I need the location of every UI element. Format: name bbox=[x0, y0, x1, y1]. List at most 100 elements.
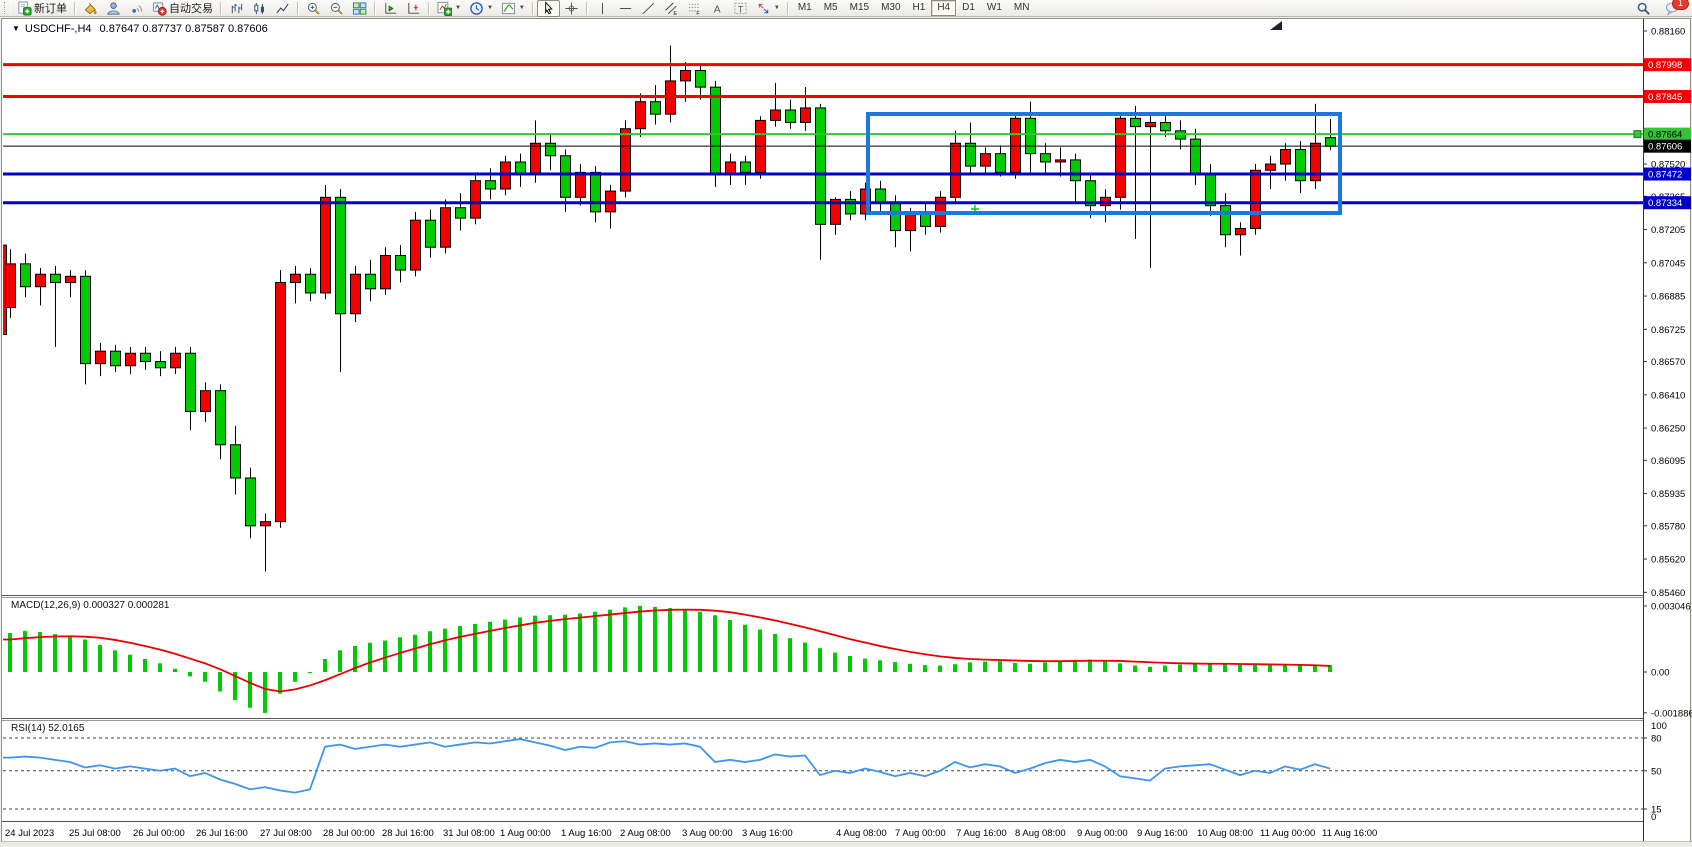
rectangle-object[interactable] bbox=[866, 112, 1342, 215]
cursor-tool-button[interactable] bbox=[536, 0, 560, 17]
line-chart-button[interactable] bbox=[271, 0, 294, 17]
vline-tool-button[interactable] bbox=[591, 0, 614, 17]
timeframe-W1[interactable]: W1 bbox=[986, 2, 1002, 13]
autotrade-button[interactable]: 自动交易 bbox=[148, 0, 217, 17]
macd-panel bbox=[3, 605, 1332, 713]
trendline-tool-button[interactable] bbox=[637, 0, 660, 17]
candlestick-series bbox=[3, 45, 1336, 572]
chart-shift-icon bbox=[406, 1, 421, 16]
zoom-in-button[interactable] bbox=[302, 0, 325, 17]
separator bbox=[585, 1, 588, 15]
timeframe-H4[interactable]: H4 bbox=[931, 0, 957, 16]
svg-text:-0.001886: -0.001886 bbox=[1651, 708, 1692, 719]
new-order-button[interactable]: 新订单 bbox=[13, 0, 71, 17]
candlestick-icon bbox=[252, 1, 267, 16]
svg-text:1 Aug 00:00: 1 Aug 00:00 bbox=[500, 828, 551, 839]
notification-badge: 1 bbox=[1672, 0, 1689, 10]
zoom-out-button[interactable] bbox=[325, 0, 348, 17]
rsi-indicator-label: RSI(14) 52.0165 bbox=[11, 723, 85, 734]
macd-signal-line bbox=[3, 608, 1331, 693]
svg-text:0.87334: 0.87334 bbox=[1648, 198, 1682, 209]
hline-tool-button[interactable] bbox=[614, 0, 637, 17]
profile-button[interactable] bbox=[102, 0, 125, 17]
svg-text:0.87520: 0.87520 bbox=[1651, 160, 1685, 171]
label-tool-button[interactable]: T bbox=[729, 0, 752, 17]
tile-windows-button[interactable] bbox=[348, 0, 371, 17]
text-label-icon: T bbox=[733, 1, 748, 16]
svg-text:0.003046: 0.003046 bbox=[1651, 602, 1691, 613]
trendline-icon bbox=[641, 1, 656, 16]
zoom-out-icon bbox=[329, 1, 344, 16]
macd-axis: 0.003046 0.00 -0.001886 bbox=[1643, 602, 1692, 719]
autoscroll-button[interactable] bbox=[379, 0, 402, 17]
autotrade-label: 自动交易 bbox=[169, 3, 213, 15]
svg-text:0.86885: 0.86885 bbox=[1651, 292, 1685, 303]
chart-shift-button[interactable] bbox=[402, 0, 425, 17]
svg-text:0.87205: 0.87205 bbox=[1651, 225, 1685, 236]
svg-text:100: 100 bbox=[1651, 721, 1667, 732]
timeframe-M1[interactable]: M1 bbox=[797, 2, 812, 13]
notifications-button[interactable]: 1 bbox=[1661, 0, 1689, 17]
horizontal-line-objects bbox=[3, 63, 1643, 215]
timeframe-D1[interactable]: D1 bbox=[962, 2, 975, 13]
periods-button[interactable]: ▼ bbox=[465, 0, 497, 17]
panel-borders bbox=[2, 19, 1644, 841]
dropdown-caret[interactable]: ▼ bbox=[518, 5, 525, 11]
hline-anchor-marker bbox=[1633, 130, 1642, 139]
timeframe-M5[interactable]: M5 bbox=[823, 2, 838, 13]
separator bbox=[74, 1, 76, 15]
timeframe-group: M1 M5 M15 M30 H1 H4 D1 W1 MN bbox=[792, 0, 1036, 17]
bar-chart-button[interactable] bbox=[225, 0, 248, 17]
svg-text:0: 0 bbox=[1651, 812, 1656, 823]
toolbar-grip[interactable] bbox=[4, 2, 11, 14]
crosshair-tool-button[interactable] bbox=[560, 0, 583, 17]
autoscroll-icon bbox=[383, 1, 398, 16]
svg-text:0.87606: 0.87606 bbox=[1648, 142, 1682, 153]
arrows-icon bbox=[756, 1, 771, 16]
svg-text:31 Jul 08:00: 31 Jul 08:00 bbox=[443, 828, 495, 839]
zoom-in-icon bbox=[306, 1, 321, 16]
chart-symbol-period: USDCHF-,H4 bbox=[24, 23, 92, 35]
signals-button[interactable] bbox=[125, 0, 148, 17]
styles-button[interactable] bbox=[79, 0, 102, 17]
rsi-panel bbox=[3, 737, 1643, 810]
candlestick-chart-button[interactable] bbox=[248, 0, 271, 17]
dropdown-caret[interactable]: ▼ bbox=[455, 5, 461, 11]
timeframe-MN[interactable]: MN bbox=[1013, 2, 1030, 13]
text-icon: A bbox=[710, 1, 725, 16]
svg-text:0.85935: 0.85935 bbox=[1651, 489, 1685, 500]
svg-text:11 Aug 16:00: 11 Aug 16:00 bbox=[1322, 828, 1377, 839]
scroll-end-triangle bbox=[1270, 21, 1282, 30]
svg-text:15: 15 bbox=[1651, 804, 1662, 815]
arrows-tool-button[interactable]: ▼ bbox=[752, 0, 784, 17]
separator bbox=[531, 1, 534, 15]
line-chart-icon bbox=[275, 1, 290, 16]
svg-text:0.00: 0.00 bbox=[1651, 668, 1670, 679]
timeframe-M30[interactable]: M30 bbox=[881, 2, 901, 13]
templates-button[interactable]: ▼ bbox=[497, 0, 529, 17]
add-indicator-icon bbox=[437, 1, 452, 16]
equidistant-channel-button[interactable]: E bbox=[660, 0, 683, 17]
timeframe-H1[interactable]: H1 bbox=[912, 2, 926, 13]
search-button[interactable] bbox=[1632, 0, 1655, 17]
separator bbox=[220, 1, 222, 15]
dropdown-caret[interactable]: ▼ bbox=[486, 5, 493, 11]
svg-text:3 Aug 00:00: 3 Aug 00:00 bbox=[682, 828, 733, 839]
rsi-axis: 100 80 50 150 bbox=[1643, 721, 1667, 823]
separator bbox=[297, 1, 299, 15]
indicators-button[interactable]: ▼ bbox=[433, 0, 465, 17]
svg-text:0.86250: 0.86250 bbox=[1651, 424, 1685, 435]
text-tool-button[interactable]: A bbox=[706, 0, 729, 17]
svg-text:7 Aug 16:00: 7 Aug 16:00 bbox=[956, 828, 1007, 839]
chart-ohlc-values: 0.87647 0.87737 0.87587 0.87606 bbox=[99, 23, 268, 35]
svg-text:0.85460: 0.85460 bbox=[1651, 588, 1685, 599]
dropdown-caret[interactable]: ▼ bbox=[773, 5, 780, 11]
collapse-triangle-icon[interactable]: ▼ bbox=[12, 24, 20, 33]
autotrade-icon bbox=[152, 1, 167, 16]
timeframe-M15[interactable]: M15 bbox=[849, 2, 870, 13]
fibonacci-tool-button[interactable]: F bbox=[683, 0, 706, 17]
svg-text:1 Aug 16:00: 1 Aug 16:00 bbox=[561, 828, 612, 839]
clock-icon bbox=[469, 1, 484, 16]
search-icon bbox=[1636, 1, 1651, 16]
